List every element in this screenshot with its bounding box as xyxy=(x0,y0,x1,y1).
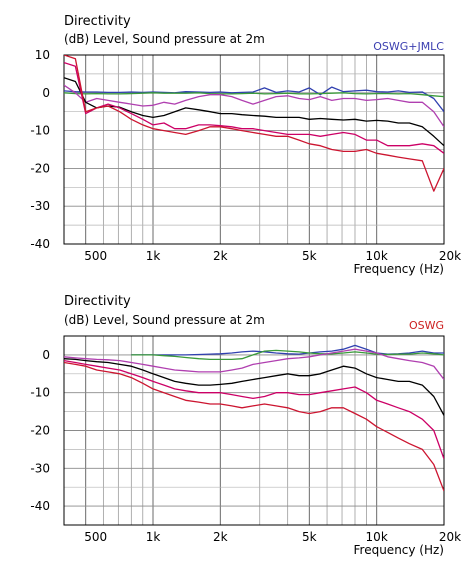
y-tick-label: -10 xyxy=(30,124,50,138)
y-tick-label: -30 xyxy=(30,199,50,213)
y-tick-label: -40 xyxy=(30,499,50,513)
chart-subtitle: (dB) Level, Sound pressure at 2m xyxy=(64,313,265,327)
y-tick-label: -20 xyxy=(30,161,50,175)
x-tick-label: 500 xyxy=(84,530,107,544)
chart-label: OSWG xyxy=(409,319,444,332)
series-line-2 xyxy=(131,349,444,361)
series-line-6 xyxy=(64,361,444,492)
x-tick-label: 20k xyxy=(439,249,461,263)
series-group xyxy=(64,344,444,492)
x-tick-label: 5k xyxy=(302,530,317,544)
series-line-6 xyxy=(64,55,444,192)
series-line-5 xyxy=(64,359,444,460)
x-tick-label: 1k xyxy=(146,249,161,263)
y-tick-label: -40 xyxy=(30,237,50,251)
plot-frame xyxy=(63,54,445,245)
plot-frame xyxy=(63,335,445,526)
series-line-2 xyxy=(64,92,444,98)
series-line-4 xyxy=(64,77,444,147)
chart-panel-1: Directivity (dB) Level, Sound pressure at… xyxy=(30,14,461,276)
chart-title: Directivity xyxy=(64,14,131,29)
x-tick-label: 500 xyxy=(84,249,107,263)
y-tick-label: -20 xyxy=(30,424,50,438)
x-tick-label: 20k xyxy=(439,530,461,544)
x-tick-label: 10k xyxy=(366,530,388,544)
series-group xyxy=(64,55,444,192)
series-line-3 xyxy=(64,348,444,380)
chart-title: Directivity xyxy=(64,294,131,309)
x-axis-label: Frequency (Hz) xyxy=(354,262,445,276)
chart-label: OSWG+JMLC xyxy=(373,40,444,53)
y-tick-label: 0 xyxy=(42,348,50,362)
x-tick-label: 2k xyxy=(213,249,228,263)
x-tick-label: 10k xyxy=(366,249,388,263)
grid-lines xyxy=(63,54,445,245)
x-tick-label: 5k xyxy=(302,249,317,263)
chart-panel-2: Directivity (dB) Level, Sound pressure at… xyxy=(30,294,461,557)
chart-subtitle: (dB) Level, Sound pressure at 2m xyxy=(64,32,265,46)
x-tick-label: 1k xyxy=(146,530,161,544)
x-tick-label: 2k xyxy=(213,530,228,544)
series-line-5 xyxy=(64,61,444,154)
series-line-4 xyxy=(64,358,444,416)
series-line-3 xyxy=(64,84,444,128)
y-tick-label: 10 xyxy=(35,48,50,62)
y-tick-label: -30 xyxy=(30,461,50,475)
y-tick-label: -10 xyxy=(30,386,50,400)
y-tick-label: 0 xyxy=(42,86,50,100)
x-axis-label: Frequency (Hz) xyxy=(354,543,445,557)
series-line-1 xyxy=(64,86,444,113)
